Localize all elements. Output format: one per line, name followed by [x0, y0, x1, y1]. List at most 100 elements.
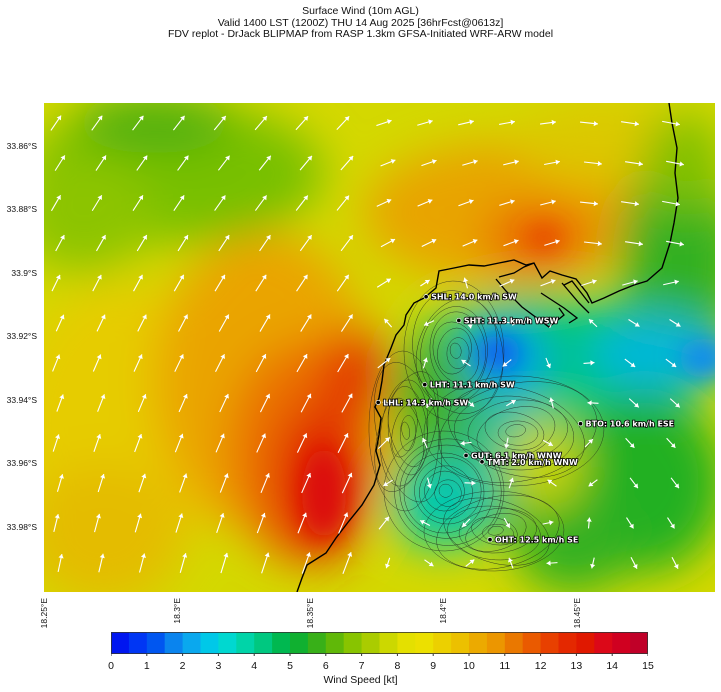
- contour-line: [415, 298, 498, 406]
- wind-arrow: [628, 319, 640, 327]
- colorbar-bin: [272, 632, 291, 654]
- wind-arrow: [465, 398, 475, 408]
- wind-arrow: [423, 320, 435, 326]
- contour-line: [424, 470, 465, 512]
- station-label-lht: LHT: 11.1 km/h SW: [430, 381, 515, 390]
- wind-arrow: [301, 552, 311, 574]
- wind-arrow: [297, 512, 307, 534]
- contour-line: [414, 457, 482, 525]
- wind-arrow: [625, 437, 635, 449]
- wind-arrow: [586, 517, 592, 529]
- coastline: [296, 103, 679, 592]
- wind-arrow: [300, 393, 312, 413]
- contour-line: [387, 397, 425, 468]
- wind-arrow: [340, 155, 354, 171]
- wind-arrow: [666, 160, 684, 167]
- wind-arrow: [665, 358, 677, 368]
- wind-arrow: [295, 115, 309, 131]
- wind-arrow: [503, 239, 519, 247]
- lat-tick-label: 33.96°S: [6, 458, 37, 469]
- wind-arrow: [175, 513, 184, 533]
- wind-arrow: [583, 240, 603, 247]
- wind-arrow: [340, 314, 354, 332]
- wind-arrow: [95, 155, 107, 171]
- wind-arrow: [630, 556, 638, 570]
- contour-line: [476, 406, 556, 459]
- plot-title: Surface Wind (10m AGL) Valid 1400 LST (1…: [0, 5, 721, 41]
- wind-arrow: [625, 161, 643, 167]
- station-label-lhl: LHL: 14.3 km/h SW: [383, 398, 468, 407]
- wind-arrow: [581, 279, 597, 287]
- wind-arrow: [502, 359, 512, 367]
- wind-arrow: [218, 234, 230, 252]
- contour-line: [447, 505, 541, 561]
- contour-line: [482, 524, 514, 543]
- wind-arrow: [299, 155, 313, 171]
- wind-arrow: [341, 472, 353, 494]
- wind-arrow: [219, 473, 229, 493]
- contour-line: [394, 438, 502, 546]
- wind-arrow: [259, 234, 271, 252]
- wind-arrow: [584, 438, 594, 448]
- station-dot-tmt: [479, 459, 485, 465]
- station-dot-lhl: [375, 399, 381, 405]
- title-line-2: Valid 1400 LST (1200Z) THU 14 Aug 2025 […: [217, 16, 504, 29]
- wind-arrow: [55, 314, 65, 332]
- colorbar-tick-label: 6: [322, 660, 329, 672]
- station-label-sht: SHT: 11.3 km/h WSW: [464, 317, 559, 326]
- wind-arrow: [296, 433, 308, 453]
- wind-arrow: [54, 155, 66, 171]
- terrain-contours: [368, 280, 605, 572]
- wind-arrow: [544, 239, 560, 246]
- colorbar-tick-label: 8: [394, 660, 401, 672]
- colorbar-bin: [361, 632, 380, 654]
- contour-line: [438, 381, 598, 484]
- contour-line: [403, 452, 485, 534]
- wind-arrow: [137, 314, 147, 332]
- wind-arrow: [458, 119, 474, 126]
- wind-arrow: [588, 318, 598, 328]
- wind-arrow: [214, 274, 226, 292]
- wind-arrow: [426, 477, 432, 489]
- contour-line: [387, 386, 428, 476]
- colorbar-bin: [522, 632, 542, 654]
- wind-arrow: [218, 314, 230, 332]
- wind-arrow: [336, 115, 350, 131]
- wind-arrow: [670, 477, 680, 489]
- wind-arrow: [336, 274, 350, 292]
- wind-arrow: [214, 195, 226, 211]
- wind-arrow: [499, 279, 515, 287]
- wind-arrow: [464, 480, 476, 486]
- lat-tick-label: 33.94°S: [6, 394, 37, 405]
- wind-arrow: [544, 159, 560, 166]
- contour-line: [420, 306, 488, 400]
- wind-arrow: [421, 238, 437, 247]
- station-dot-bto: [577, 421, 584, 427]
- wind-arrow: [549, 317, 555, 329]
- contour-line: [437, 327, 472, 375]
- wind-arrow: [667, 517, 675, 529]
- wind-arrow: [579, 120, 599, 127]
- wind-arrow: [426, 397, 432, 409]
- lon-tick-label: 18.3°E: [172, 598, 183, 624]
- colorbar-bin: [451, 632, 470, 654]
- wind-arrow: [460, 440, 472, 446]
- colorbar-bin: [164, 632, 184, 654]
- wind-arrow: [421, 159, 437, 167]
- colorbar-bin: [325, 632, 345, 654]
- wind-arrow: [337, 433, 349, 453]
- station-dot-lht: [422, 382, 428, 388]
- station-markers: SHL: 14.0 km/h SW SHT: 11.3 km/h WSW LHT: …: [375, 292, 675, 545]
- wind-arrow: [461, 518, 471, 528]
- wind-arrow: [215, 433, 225, 453]
- title-line-3: FDV replot - DrJack BLIPMAP from RASP 1.…: [167, 28, 554, 40]
- wind-arrow: [463, 277, 469, 289]
- wind-arrow: [662, 200, 680, 207]
- contour-line: [423, 375, 605, 487]
- contour-line: [449, 342, 462, 359]
- wind-arrow: [341, 393, 353, 413]
- wind-arrow: [260, 473, 270, 493]
- lat-tick-label: 33.9°S: [11, 267, 37, 278]
- wind-arrow: [301, 472, 312, 494]
- wind-arrow: [549, 397, 555, 409]
